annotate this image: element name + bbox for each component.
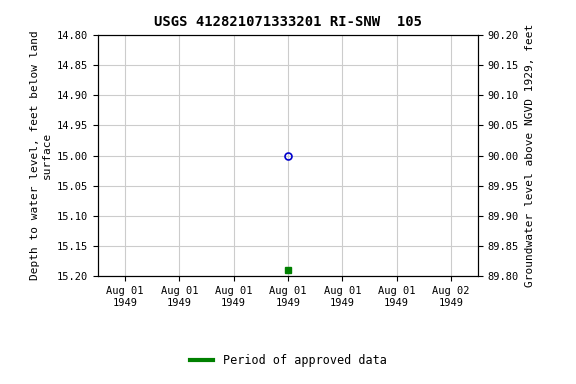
Title: USGS 412821071333201 RI-SNW  105: USGS 412821071333201 RI-SNW 105 [154, 15, 422, 29]
Y-axis label: Groundwater level above NGVD 1929, feet: Groundwater level above NGVD 1929, feet [525, 24, 535, 287]
Y-axis label: Depth to water level, feet below land
surface: Depth to water level, feet below land su… [30, 31, 51, 280]
Legend: Period of approved data: Period of approved data [185, 350, 391, 372]
